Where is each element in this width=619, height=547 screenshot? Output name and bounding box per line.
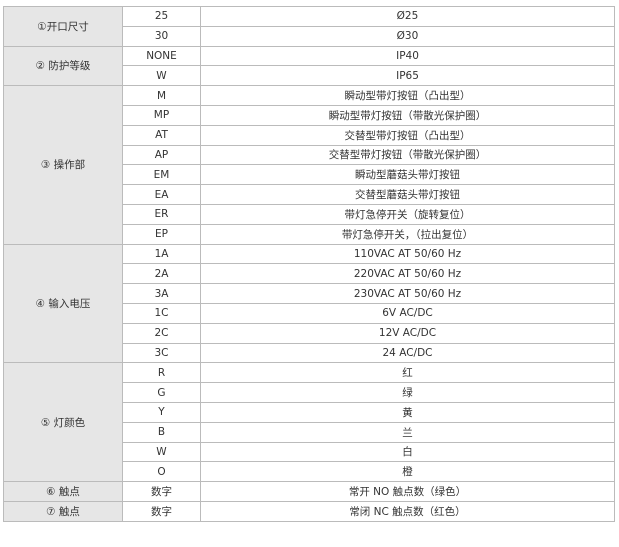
code: 3C (122, 342, 201, 364)
description: IP40 (200, 45, 615, 67)
group-label: ①开口尺寸 (3, 6, 123, 47)
code: NONE (122, 45, 201, 67)
code: W (122, 65, 201, 87)
table-row: AP 交替型带灯按钮（带散光保护圈） (4, 144, 615, 166)
description: 6V AC/DC (200, 302, 615, 324)
description: 橙 (200, 461, 615, 483)
group-label: ⑦ 触点 (3, 500, 123, 522)
description: 红 (200, 362, 615, 384)
group-label: ② 防护等级 (3, 45, 123, 87)
code: Y (122, 401, 201, 423)
code: EA (122, 184, 201, 205)
table-row: ER 带灯急停开关（旋转复位） (4, 203, 615, 225)
description: 12V AC/DC (200, 322, 615, 344)
description: 交替型蘑菇头带灯按钮 (200, 184, 615, 205)
description: 交替型带灯按钮（带散光保护圈） (200, 144, 615, 166)
table-row: ⑤ 灯颜色 R 红 (3, 362, 615, 483)
description: 交替型带灯按钮（凸出型） (200, 124, 615, 146)
code: ER (122, 203, 201, 225)
description: 110VAC AT 50/60 Hz (200, 243, 615, 265)
group-label: ⑤ 灯颜色 (3, 362, 123, 483)
table-row: EP 带灯急停开关，（拉出复位） (4, 223, 615, 245)
description: 230VAC AT 50/60 Hz (200, 283, 615, 304)
code: G (122, 382, 201, 403)
code: EM (122, 164, 201, 186)
table-row: ⑥ 触点 数字 常开 NO 触点数（绿色） (3, 481, 615, 502)
description: 兰 (200, 421, 615, 443)
table-row: EM 瞬动型蘑菇头带灯按钮 (4, 164, 615, 186)
code: 2C (122, 322, 201, 344)
description: 常闭 NC 触点数（红色） (200, 500, 615, 522)
group-label: ④ 输入电压 (3, 243, 123, 364)
code: 1C (122, 302, 201, 324)
code: W (122, 441, 201, 463)
description: 白 (200, 441, 615, 463)
table-row: ③ 操作部 M 瞬动型带灯按钮（凸出型） (3, 85, 615, 245)
table-row: 1C 6V AC/DC (4, 302, 615, 324)
description: 带灯急停开关（旋转复位） (200, 203, 615, 225)
table-row: ④ 输入电压 1A 110VAC AT 50/60 Hz (3, 243, 615, 364)
description: 带灯急停开关，（拉出复位） (200, 223, 615, 245)
group-label: ③ 操作部 (3, 85, 123, 245)
code: 数字 (122, 500, 201, 522)
description: 常开 NO 触点数（绿色） (200, 481, 615, 502)
code: EP (122, 223, 201, 245)
table-row: 3C 24 AC/DC (4, 342, 615, 364)
description: 绿 (200, 382, 615, 403)
code: AT (122, 124, 201, 146)
code: R (122, 362, 201, 384)
description: 24 AC/DC (200, 342, 615, 364)
code: O (122, 461, 201, 483)
description: IP65 (200, 65, 615, 87)
code: 30 (122, 25, 201, 47)
table-row: ⑦ 触点 数字 常闭 NC 触点数（红色） (3, 500, 615, 522)
table-body: ①开口尺寸 25 Ø25 30 Ø30 ② 防护等级 NONE IP40 W IP65 ③ 操作部 M… (3, 6, 615, 522)
table-row: ①开口尺寸 25 Ø25 (3, 6, 615, 47)
table-row: 2C 12V AC/DC (4, 322, 615, 344)
code: M (122, 85, 201, 106)
code: AP (122, 144, 201, 166)
code: 25 (122, 6, 201, 27)
description: Ø25 (200, 6, 615, 27)
description: 黄 (200, 401, 615, 423)
code: B (122, 421, 201, 443)
code: MP (122, 104, 201, 126)
code: 数字 (122, 481, 201, 502)
code: 1A (122, 243, 201, 265)
description: 瞬动型带灯按钮（带散光保护圈） (200, 104, 615, 126)
group-label: ⑥ 触点 (3, 481, 123, 502)
description: 瞬动型带灯按钮（凸出型） (200, 85, 615, 106)
table-row: ② 防护等级 NONE IP40 (3, 45, 615, 87)
code: 2A (122, 263, 201, 285)
spec-table: ①开口尺寸 25 Ø25 30 Ø30 ② 防护等级 NONE IP40 W IP65 ③ 操作部 M… (3, 6, 615, 522)
description: Ø30 (200, 25, 615, 47)
code: 3A (122, 283, 201, 304)
description: 瞬动型蘑菇头带灯按钮 (200, 164, 615, 186)
description: 220VAC AT 50/60 Hz (200, 263, 615, 285)
